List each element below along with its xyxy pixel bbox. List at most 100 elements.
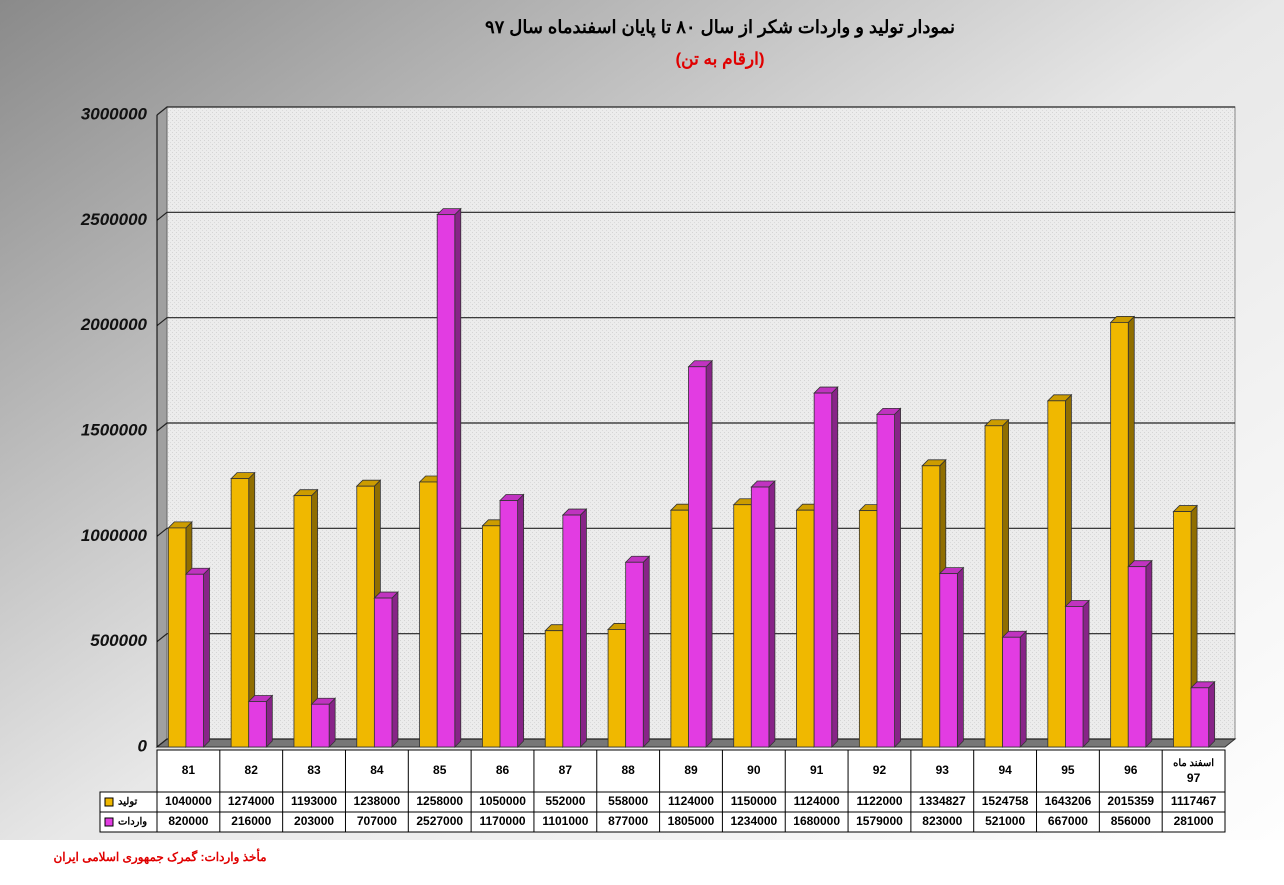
category-label: 96 (1124, 763, 1138, 777)
bar (1110, 322, 1129, 748)
footer-band (0, 840, 1284, 885)
bar (185, 573, 204, 748)
table-value: 1193000 (291, 794, 337, 808)
bar-side (203, 567, 210, 748)
bar-side (768, 480, 776, 748)
table-value: 820000 (168, 814, 208, 828)
table-value: 1124000 (668, 794, 714, 808)
bar (625, 561, 644, 748)
grid-line (156, 211, 1235, 221)
bar (311, 703, 330, 748)
table-value: 1050000 (479, 794, 526, 808)
table-value: 2527000 (416, 814, 463, 828)
table-value: 823000 (922, 814, 962, 828)
table-value: 1122000 (856, 794, 902, 808)
bar-side (580, 508, 587, 748)
bar (1190, 687, 1210, 748)
table-value: 1274000 (228, 794, 275, 808)
bar-side (1082, 599, 1090, 748)
table-value: 521000 (985, 814, 1025, 828)
bar (670, 509, 689, 748)
table-value: 1334827 (919, 794, 966, 808)
category-label: 92 (873, 763, 887, 777)
bar (1127, 566, 1147, 748)
category-label: 91 (810, 763, 824, 777)
bar-side (831, 386, 839, 748)
bar (419, 481, 438, 748)
bar (750, 486, 770, 748)
bar (1002, 636, 1021, 748)
bar (796, 509, 815, 748)
y-tick-label: 2000000 (80, 315, 148, 334)
y-tick-label: 3000000 (81, 104, 148, 123)
table-value: 877000 (608, 814, 648, 828)
grid-line (156, 317, 1235, 327)
table-value: 667000 (1048, 814, 1088, 828)
category-label: 89 (684, 763, 698, 777)
bar (248, 701, 267, 748)
table-value: 1234000 (730, 814, 777, 828)
legend-swatch (104, 817, 114, 827)
table-bg (156, 749, 1226, 833)
category-label: 81 (182, 763, 196, 777)
bar-side (517, 493, 525, 748)
bar (984, 425, 1004, 748)
table-value: 1117467 (1171, 794, 1217, 808)
table-value: 1150000 (731, 794, 777, 808)
bar (939, 573, 958, 748)
bar (436, 214, 456, 748)
y-tick-label: 0 (138, 736, 148, 755)
bar (1047, 400, 1066, 748)
category-label: 87 (559, 763, 573, 777)
bar (562, 514, 581, 748)
bar-side (1208, 680, 1216, 748)
table-value: 558000 (608, 794, 648, 808)
table-value: 1170000 (479, 814, 525, 828)
category-label: 85 (433, 763, 447, 777)
table-value: 1258000 (416, 794, 463, 808)
bar-side (642, 555, 650, 748)
bar (293, 495, 312, 748)
bar (499, 500, 519, 748)
bar (373, 597, 393, 748)
bar (607, 629, 627, 748)
category-label: 93 (936, 763, 950, 777)
bar-side (391, 591, 399, 748)
category-label: 82 (245, 763, 259, 777)
bar-side (1019, 630, 1027, 748)
table-value: 2015359 (1107, 794, 1154, 808)
table-value: 1124000 (794, 794, 840, 808)
chart-title: نمودار تولید و واردات شکر از سال ۸۰ تا پ… (485, 17, 955, 38)
bar (167, 527, 187, 748)
bar (482, 525, 501, 748)
table-value: 1579000 (856, 814, 903, 828)
grid-line (156, 106, 1235, 116)
table-value: 281000 (1174, 814, 1214, 828)
y-tick-label: 500000 (90, 631, 147, 650)
category-label: 86 (496, 763, 510, 777)
category-label: اسفند ماه 97 (1173, 758, 1214, 786)
bar (921, 465, 941, 748)
bar-side (956, 566, 964, 748)
table-value: 1101000 (542, 814, 588, 828)
category-label-line: اسفند ماه (1173, 758, 1214, 769)
source-note: مأخذ واردات: گمرک جمهوری اسلامی ایران (53, 848, 266, 865)
table-value: 707000 (357, 814, 397, 828)
bar-side (894, 407, 901, 748)
bar (733, 504, 752, 748)
category-label: 94 (998, 763, 1012, 777)
bar (858, 510, 878, 748)
bar (356, 485, 375, 748)
category-label: 83 (307, 763, 321, 777)
table-value: 216000 (231, 814, 271, 828)
chart-subtitle: (ارقام به تن) (675, 49, 764, 69)
legend-swatch (104, 797, 114, 807)
legend-label: تولید (118, 797, 137, 808)
table-value: 203000 (294, 814, 334, 828)
category-label-line: 97 (1187, 771, 1201, 785)
bar (544, 630, 564, 748)
table-value: 856000 (1111, 814, 1151, 828)
category-label: 90 (747, 763, 761, 777)
